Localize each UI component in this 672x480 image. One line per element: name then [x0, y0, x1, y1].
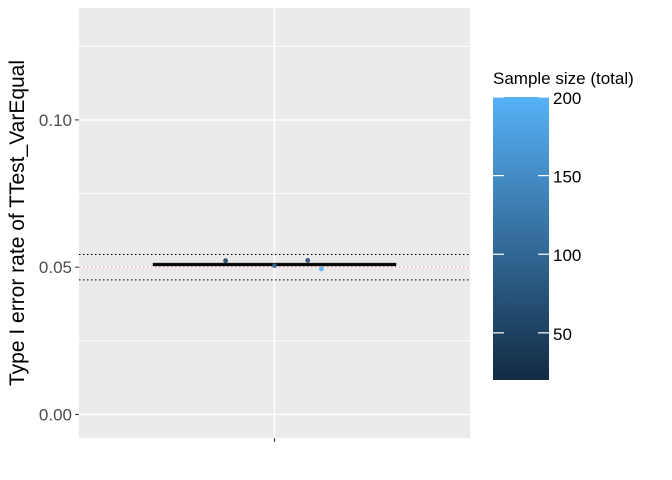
colorbar-tick-label: 100	[553, 246, 581, 265]
y-axis-title: Type I error rate of TTest_VarEqual	[6, 60, 29, 386]
data-point	[223, 258, 229, 264]
y-tick-label: 0.05	[39, 258, 72, 277]
y-tick-label: 0.00	[39, 405, 72, 424]
colorbar-tick-label: 200	[553, 89, 581, 108]
y-axis: 0.00 0.05 0.10	[39, 111, 79, 424]
colorbar	[493, 97, 549, 380]
colorbar-tick-label: 150	[553, 168, 581, 187]
color-legend: Sample size (total) 50 100 150 200	[493, 69, 634, 380]
colorbar-tick-label: 50	[553, 325, 572, 344]
data-point	[305, 258, 311, 263]
major-gridlines	[79, 8, 470, 438]
reference-lines	[79, 254, 470, 281]
y-tick-label: 0.10	[39, 111, 72, 130]
data-points	[223, 258, 324, 272]
data-point	[319, 266, 324, 272]
colorbar-ticks: 50 100 150 200	[493, 89, 581, 344]
data-point	[272, 263, 277, 269]
legend-title: Sample size (total)	[493, 69, 634, 88]
